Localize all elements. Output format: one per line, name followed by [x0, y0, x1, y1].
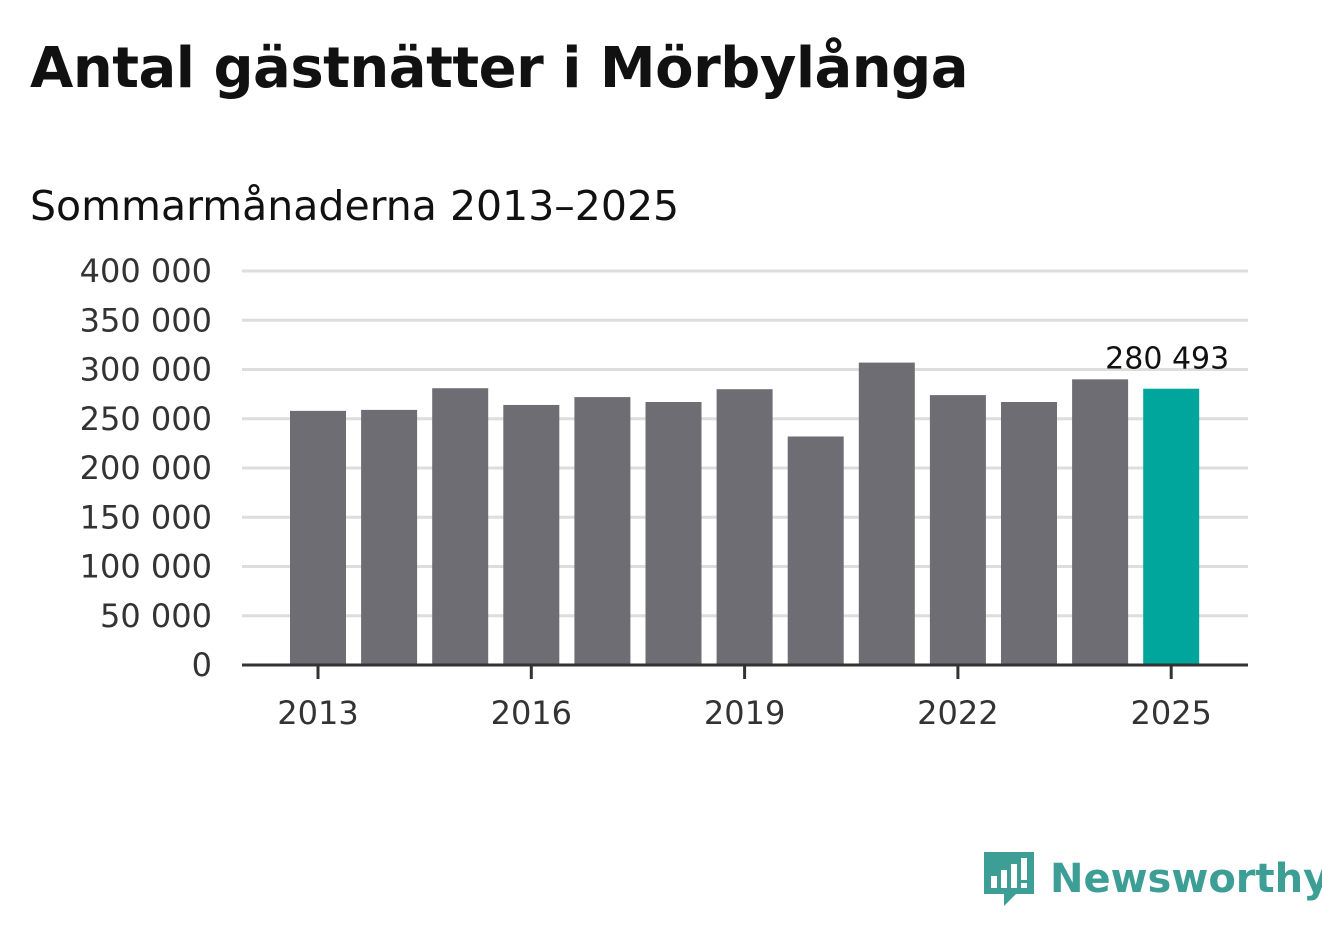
- chart-subtitle: Sommarmånaderna 2013–2025: [30, 182, 680, 230]
- bar-2023: [1001, 402, 1057, 665]
- y-tick-label: 50 000: [100, 597, 212, 635]
- y-tick-label: 350 000: [80, 301, 212, 339]
- bar-2013: [290, 410, 346, 665]
- labels: 0 50 000 100 000 150 000 200 000 250 000 300 0…: [80, 252, 1230, 732]
- newsworthy-brand: Newsworthy: [980, 848, 1322, 910]
- x-tick-label: 2025: [1130, 694, 1211, 732]
- bar-2018: [645, 402, 702, 665]
- y-tick-label: 150 000: [80, 498, 212, 536]
- bar-2014: [361, 409, 418, 665]
- bar-2016: [503, 404, 560, 665]
- y-tick-label: 400 000: [80, 252, 212, 290]
- bar-2019: [716, 389, 773, 665]
- bar-2024: [1072, 379, 1129, 665]
- bar-2020: [787, 436, 844, 665]
- x-tick-label: 2022: [917, 694, 998, 732]
- brand-name: Newsworthy: [1050, 856, 1322, 902]
- bar-2017: [574, 397, 631, 665]
- x-tick-label: 2016: [491, 694, 572, 732]
- bar-2015: [432, 388, 489, 665]
- data-label: 280 493: [1105, 342, 1229, 377]
- y-tick-label: 100 000: [80, 548, 212, 586]
- bars: [290, 362, 1200, 665]
- x-tick-label: 2013: [277, 694, 358, 732]
- chart-title: Antal gästnätter i Mörbylånga: [30, 36, 969, 101]
- newsworthy-logo-icon: [984, 852, 1034, 906]
- x-tick-label: 2019: [704, 694, 785, 732]
- y-tick-label: 300 000: [80, 351, 212, 389]
- bar-2021: [858, 362, 915, 665]
- bar-2022: [929, 395, 986, 665]
- axes: [242, 663, 1248, 679]
- y-tick-label: 200 000: [80, 449, 212, 487]
- y-tick-label: 250 000: [80, 400, 212, 438]
- y-tick-label: 0: [192, 646, 212, 684]
- bar-2025: [1143, 388, 1200, 665]
